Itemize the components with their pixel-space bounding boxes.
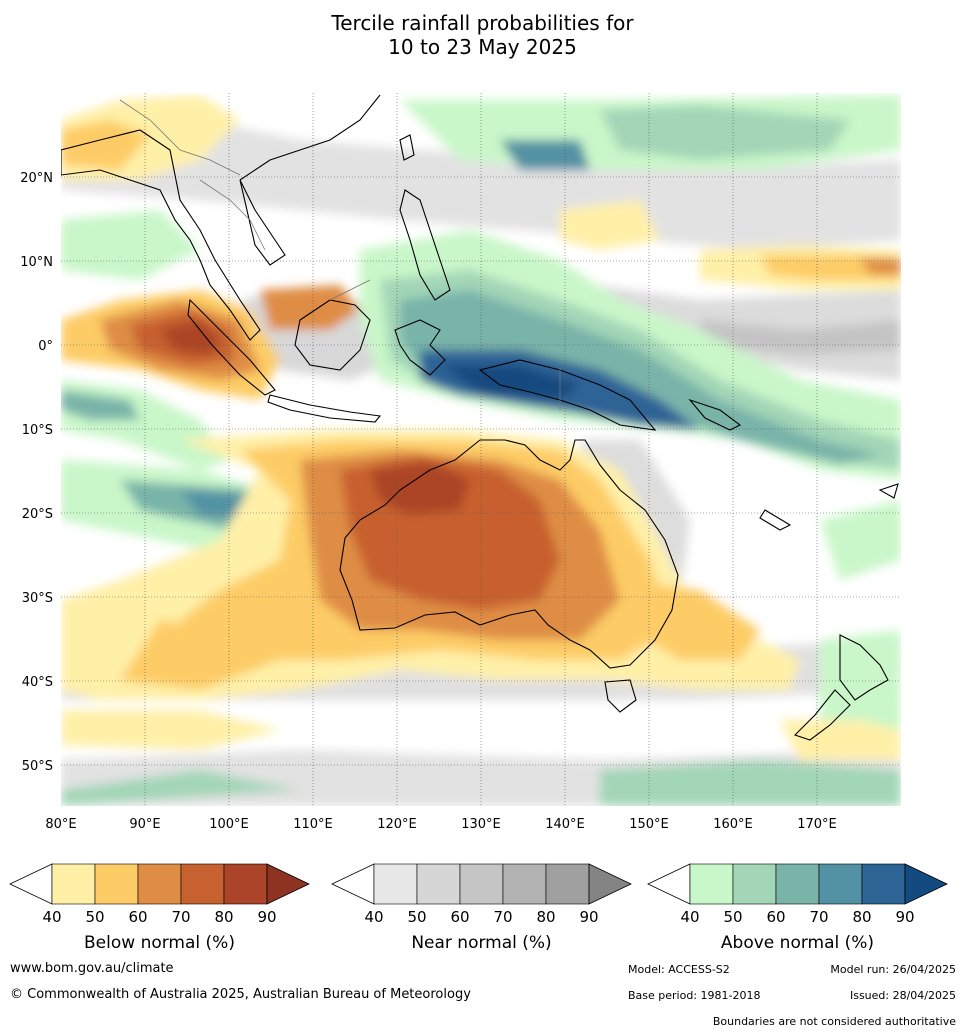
below-normal-colorbar: 40 50 60 70 80 90 Below normal (%): [9, 863, 310, 953]
sumatra-coast: [187, 298, 276, 396]
new-caledonia-coast: [759, 509, 792, 531]
philippines-coast: [399, 189, 451, 301]
colorbar-swatch: [732, 863, 777, 905]
colorbar-swatch: [545, 863, 590, 905]
colorbar-tick-label: 90: [895, 908, 914, 926]
map-title-line1: Tercile rainfall probabilities for: [331, 11, 634, 35]
colorbar-swatch: [502, 863, 547, 905]
coastlines: [61, 94, 899, 741]
model-run-date: Model run: 26/04/2025: [830, 963, 956, 976]
taiwan-coast: [399, 134, 415, 161]
lon-label: 80°E: [45, 817, 76, 832]
colorbar-tick-label: 60: [766, 908, 785, 926]
asia-mainland-coast: [61, 129, 261, 341]
fiji-coast: [878, 483, 899, 499]
lon-label: 100°E: [209, 817, 249, 832]
map-figure: 80°E 90°E 100°E 110°E 120°E 130°E 140°E …: [9, 93, 948, 953]
lon-label: 160°E: [713, 817, 753, 832]
colorbar-swatch: [373, 863, 418, 905]
colorbar-swatch: [416, 863, 461, 905]
colorbar-tick-label: 60: [450, 908, 469, 926]
colorbar-tick-label: 70: [809, 908, 828, 926]
map-title-line2: 10 to 23 May 2025: [388, 35, 577, 59]
colorbar-max-arrow: [588, 863, 632, 905]
lat-label: 50°S: [22, 759, 53, 774]
colorbar-tick-label: 90: [257, 908, 276, 926]
lon-label: 130°E: [461, 817, 501, 832]
website-link[interactable]: www.bom.gov.au/climate: [10, 961, 174, 976]
lat-label: 0°: [38, 339, 53, 354]
colorbar-tick-label: 50: [85, 908, 104, 926]
lat-label: 20°S: [22, 507, 53, 522]
colorbar-swatch: [818, 863, 863, 905]
tasmania-coast: [604, 679, 637, 713]
colorbar-tick-label: 70: [171, 908, 190, 926]
colorbar-tick-label: 40: [680, 908, 699, 926]
graticule: [61, 93, 901, 806]
copyright-text: © Commonwealth of Australia 2025, Austra…: [10, 987, 471, 1002]
country-borders: [119, 99, 561, 410]
nz-south-island-coast: [793, 689, 851, 741]
colorbar-tick-label: 60: [128, 908, 147, 926]
lon-label: 170°E: [797, 817, 837, 832]
borneo-coast: [294, 299, 371, 371]
lon-label: 120°E: [377, 817, 417, 832]
new-guinea-coast: [478, 359, 657, 431]
latitude-labels: 20°N 10°N 0° 10°S 20°S 30°S 40°S 50°S: [20, 171, 53, 774]
nz-north-island-coast: [839, 634, 889, 701]
colorbar-swatch: [137, 863, 182, 905]
solomon-islands-coast: [688, 398, 742, 431]
sulawesi-coast: [394, 319, 446, 376]
colorbar-min-arrow: [647, 863, 691, 905]
near-normal-colorbar: 40 50 60 70 80 90 Near normal (%): [331, 863, 632, 953]
lon-label: 140°E: [545, 817, 585, 832]
lon-label: 110°E: [293, 817, 333, 832]
above-normal-colorbar: 40 50 60 70 80 90 Above normal (%): [647, 863, 948, 953]
colorbar-min-arrow: [9, 863, 53, 905]
base-period: Base period: 1981-2018: [628, 989, 761, 1002]
colorbar-tick-label: 80: [536, 908, 555, 926]
colorbar-tick-label: 80: [852, 908, 871, 926]
model-name: Model: ACCESS-S2: [628, 963, 730, 976]
colorbar-swatch: [861, 863, 906, 905]
lat-label: 10°S: [22, 423, 53, 438]
boundary-disclaimer: Boundaries are not considered authoritat…: [712, 1015, 956, 1028]
colorbar-tick-label: 80: [214, 908, 233, 926]
java-coast: [267, 394, 382, 423]
lat-label: 40°S: [22, 675, 53, 690]
lat-label: 10°N: [20, 255, 53, 270]
lon-label: 150°E: [629, 817, 669, 832]
issued-date: Issued: 28/04/2025: [849, 989, 956, 1002]
colorbar-swatch: [94, 863, 139, 905]
colorbar-swatch: [180, 863, 225, 905]
colorbar-legends: 40 50 60 70 80 90 Below normal (%) 40 50 60 70 80 90…: [9, 863, 948, 953]
colorbar-title: Above normal (%): [721, 933, 874, 953]
colorbar-swatch: [51, 863, 96, 905]
colorbar-title: Below normal (%): [84, 933, 235, 953]
colorbar-max-arrow: [904, 863, 948, 905]
colorbar-max-arrow: [266, 863, 310, 905]
colorbar-tick-label: 50: [407, 908, 426, 926]
colorbar-tick-label: 90: [579, 908, 598, 926]
colorbar-swatch: [223, 863, 268, 905]
colorbar-title: Near normal (%): [411, 933, 551, 953]
colorbar-tick-label: 70: [493, 908, 512, 926]
longitude-labels: 80°E 90°E 100°E 110°E 120°E 130°E 140°E …: [45, 817, 836, 832]
colorbar-tick-label: 40: [364, 908, 383, 926]
indochina-coast: [239, 179, 286, 266]
colorbar-swatch: [459, 863, 504, 905]
colorbar-swatch: [689, 863, 734, 905]
colorbar-swatch: [775, 863, 820, 905]
colorbar-tick-label: 50: [723, 908, 742, 926]
probability-shading: [61, 95, 901, 806]
probability-field: [61, 93, 901, 806]
lon-label: 90°E: [129, 817, 160, 832]
lat-label: 30°S: [22, 591, 53, 606]
colorbar-min-arrow: [331, 863, 375, 905]
australia-coast: [339, 439, 679, 669]
colorbar-tick-label: 40: [42, 908, 61, 926]
china-coast: [239, 94, 381, 181]
lat-label: 20°N: [20, 171, 53, 186]
